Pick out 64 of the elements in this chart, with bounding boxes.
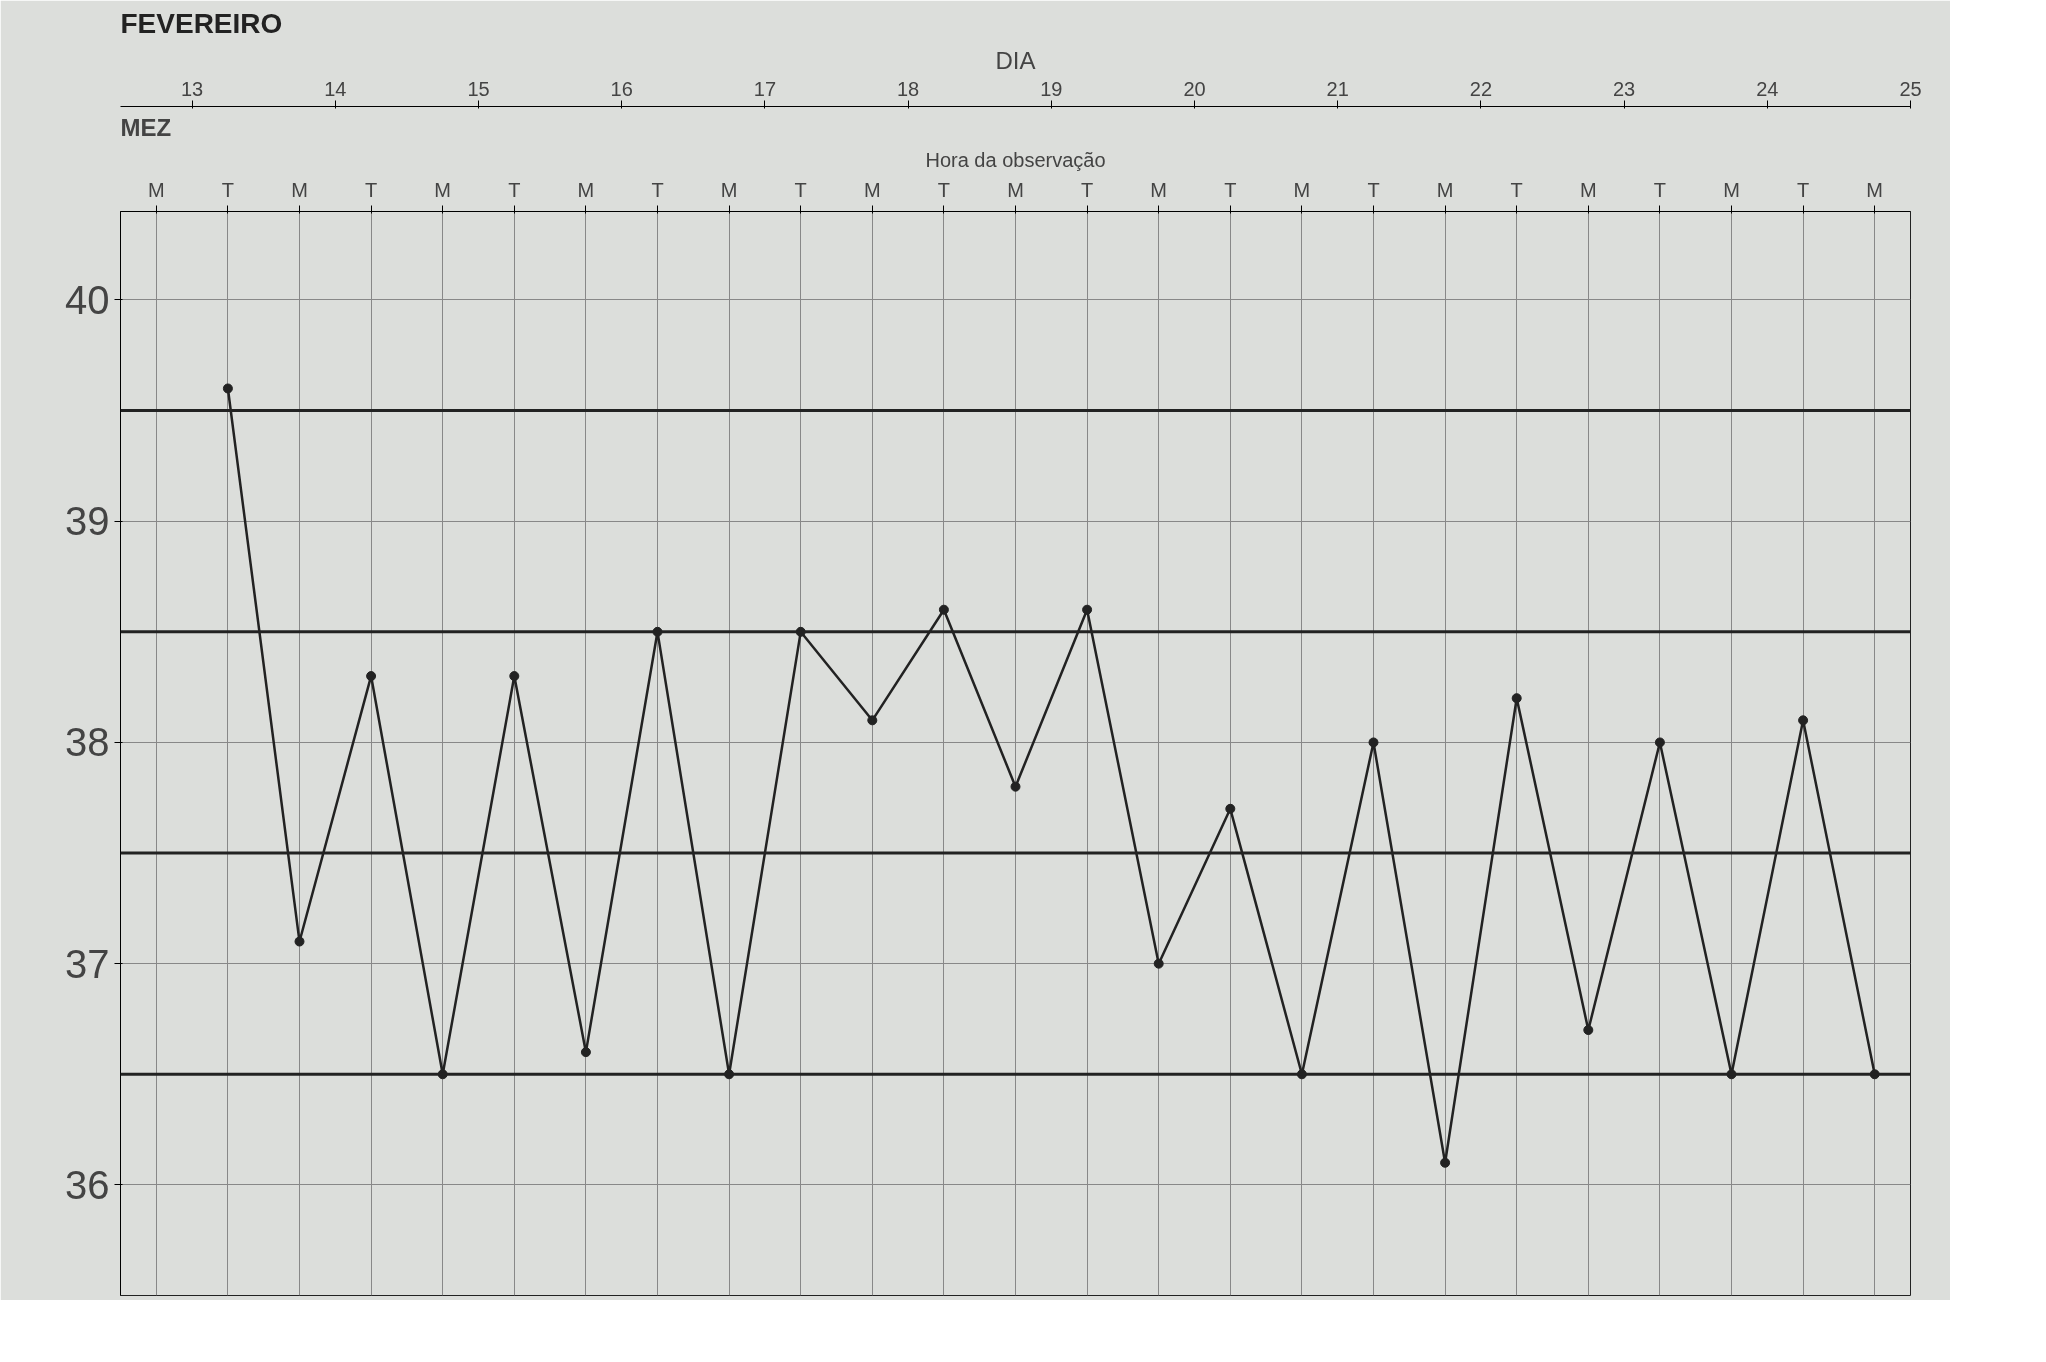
point xyxy=(509,671,520,682)
point xyxy=(222,383,233,394)
x2-tick-label: 25 xyxy=(1899,77,1922,100)
x-tick-label: M xyxy=(1866,178,1884,201)
x-tick-label: M xyxy=(1007,178,1024,201)
x-tick-label: T xyxy=(651,178,664,201)
point xyxy=(1440,1157,1451,1168)
point xyxy=(938,604,949,615)
x-tick-label: M xyxy=(1579,178,1597,201)
x-tick-label: M xyxy=(1293,178,1311,201)
x-tick-label: T xyxy=(1367,178,1380,201)
x2-tick-label: 16 xyxy=(610,77,633,100)
chart-title: FEVEREIRO xyxy=(120,7,283,39)
x-tick-label: M xyxy=(720,178,738,201)
x-tick-label: M xyxy=(1150,178,1168,201)
point xyxy=(1010,781,1021,792)
y-tick-label: 36 xyxy=(65,1162,110,1207)
x2-tick-label: 20 xyxy=(1183,77,1206,100)
x-tick-label: M xyxy=(1436,178,1454,201)
x-tick-label: T xyxy=(1653,178,1667,201)
point xyxy=(867,715,878,726)
x2-tick-label: 19 xyxy=(1040,77,1063,100)
point xyxy=(1082,604,1093,615)
x-tick-label: M xyxy=(434,178,452,201)
x2-tick-label: 14 xyxy=(324,77,347,100)
point xyxy=(1368,737,1379,748)
y-tick-label: 37 xyxy=(65,941,110,986)
y-tick-label: 40 xyxy=(65,277,110,322)
x-tick-label: T xyxy=(221,178,235,201)
x2-tick-label: 24 xyxy=(1756,77,1779,100)
x-tick-label: T xyxy=(937,178,951,201)
x-axis-title: Hora da observação xyxy=(925,148,1106,171)
x-tick-label: T xyxy=(508,178,521,201)
x-tick-label: T xyxy=(1080,178,1094,201)
point xyxy=(1654,737,1665,748)
x-tick-label: M xyxy=(147,178,165,201)
point xyxy=(294,936,305,947)
point xyxy=(1225,803,1236,814)
point xyxy=(1511,693,1522,704)
x-tick-label: M xyxy=(291,178,308,201)
y-tick-label: 39 xyxy=(65,499,110,544)
x2-tick-label: 21 xyxy=(1326,77,1349,100)
x2-tick-label: 17 xyxy=(753,77,777,100)
x2-tick-label: 23 xyxy=(1612,77,1636,100)
x2-tick-label: 22 xyxy=(1469,77,1493,100)
x-tick-label: M xyxy=(863,178,881,201)
x-tick-label: T xyxy=(1796,178,1810,201)
text: MEZ xyxy=(120,113,172,141)
x-tick-label: M xyxy=(1723,178,1740,201)
point xyxy=(1798,715,1809,726)
x-tick-label: M xyxy=(577,178,595,201)
x2-tick-label: 15 xyxy=(467,77,490,100)
x-tick-label: T xyxy=(364,178,378,201)
x-tick-label: T xyxy=(1224,178,1237,201)
x-tick-label: T xyxy=(1510,178,1523,201)
x2-tick-label: 18 xyxy=(896,77,920,100)
point xyxy=(366,671,377,682)
point xyxy=(580,1047,591,1058)
y-tick-label: 38 xyxy=(65,720,110,765)
point xyxy=(1583,1025,1594,1036)
x2-tick-label: 13 xyxy=(180,77,204,100)
x2-axis-title: DIA xyxy=(995,46,1036,74)
x-tick-label: T xyxy=(794,178,807,201)
point xyxy=(1153,958,1164,969)
